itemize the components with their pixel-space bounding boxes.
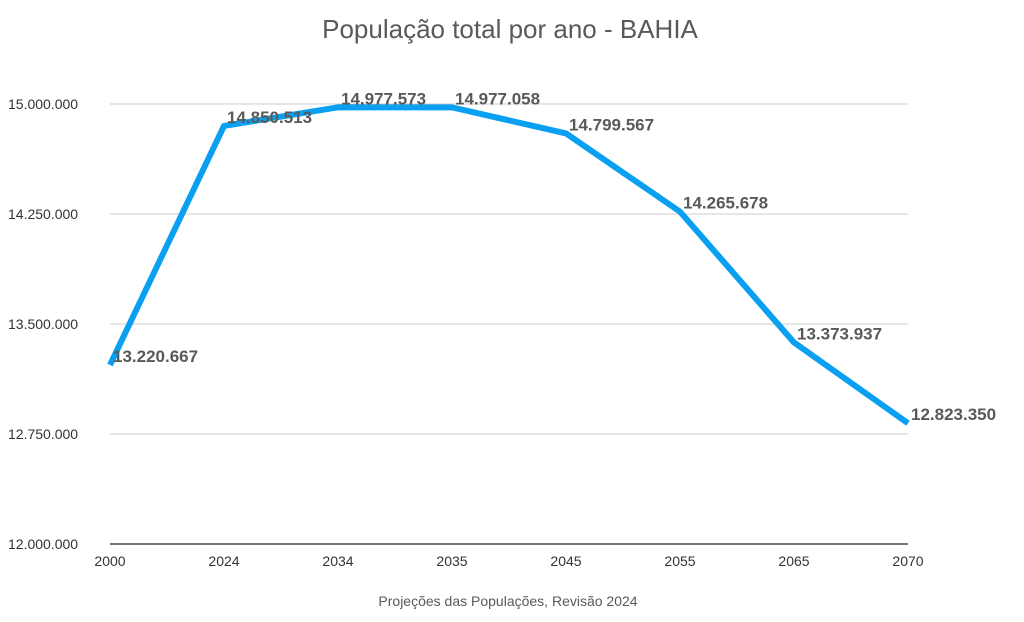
x-tick-label: 2070 bbox=[892, 553, 923, 569]
y-tick-label: 12.000.000 bbox=[8, 536, 78, 552]
y-tick-label: 13.500.000 bbox=[8, 316, 78, 332]
x-tick-label: 2035 bbox=[436, 553, 467, 569]
data-label: 14.977.573 bbox=[341, 89, 426, 108]
chart-title: População total por ano - BAHIA bbox=[322, 14, 698, 44]
x-axis-title: Projeções das Populações, Revisão 2024 bbox=[378, 593, 637, 609]
data-label: 13.220.667 bbox=[113, 347, 198, 366]
data-label: 14.850.513 bbox=[227, 108, 312, 127]
y-tick-label: 14.250.000 bbox=[8, 206, 78, 222]
data-label: 12.823.350 bbox=[911, 405, 996, 424]
y-axis-ticks: 12.000.000 12.750.000 13.500.000 14.250.000… bbox=[8, 96, 78, 552]
data-label: 14.265.678 bbox=[683, 194, 768, 213]
x-tick-label: 2000 bbox=[94, 553, 125, 569]
x-axis-ticks: 2000 2024 2034 2035 2045 2055 2065 2070 bbox=[94, 553, 923, 569]
y-tick-label: 12.750.000 bbox=[8, 426, 78, 442]
data-label: 14.977.058 bbox=[455, 89, 540, 108]
x-tick-label: 2034 bbox=[322, 553, 353, 569]
data-label: 13.373.937 bbox=[797, 324, 882, 343]
x-tick-label: 2045 bbox=[550, 553, 581, 569]
y-tick-label: 15.000.000 bbox=[8, 96, 78, 112]
series-polyline bbox=[107, 104, 910, 426]
x-tick-label: 2024 bbox=[208, 553, 239, 569]
x-tick-label: 2065 bbox=[778, 553, 809, 569]
x-tick-label: 2055 bbox=[664, 553, 695, 569]
data-label: 14.799.567 bbox=[569, 115, 654, 134]
gridlines bbox=[110, 103, 908, 545]
series-line bbox=[107, 104, 910, 426]
data-labels: 13.220.667 14.850.513 14.977.573 14.977.058… bbox=[113, 89, 996, 424]
